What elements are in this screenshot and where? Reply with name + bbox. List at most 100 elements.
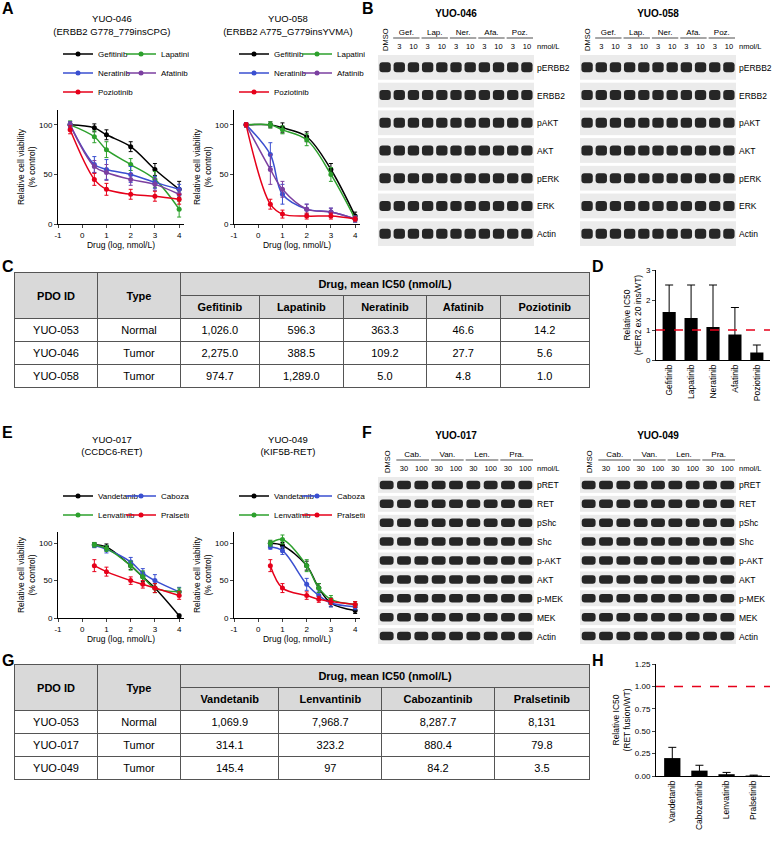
svg-text:0: 0 — [224, 220, 229, 229]
svg-text:100: 100 — [519, 464, 532, 473]
svg-text:MEK: MEK — [739, 613, 758, 623]
svg-text:AKT: AKT — [739, 575, 756, 585]
svg-text:100: 100 — [215, 539, 229, 548]
svg-text:AKT: AKT — [537, 575, 554, 585]
svg-text:ERK: ERK — [739, 201, 757, 211]
svg-text:10: 10 — [409, 42, 417, 51]
svg-text:YUO-049: YUO-049 — [637, 430, 679, 441]
svg-text:4: 4 — [177, 625, 182, 634]
svg-text:Vandetanib: Vandetanib — [667, 780, 677, 823]
svg-text:Relative IC50(RET fusion/WT): Relative IC50(RET fusion/WT) — [611, 688, 632, 751]
svg-text:p-AKT: p-AKT — [739, 556, 763, 566]
svg-text:Lapatinib: Lapatinib — [686, 364, 696, 399]
svg-text:Actin: Actin — [537, 229, 556, 239]
svg-text:YUO-049(KIF5B-RET): YUO-049(KIF5B-RET) — [260, 434, 315, 457]
svg-text:Relative cell viability(% cont: Relative cell viability(% control) — [16, 536, 37, 613]
svg-text:Cabozantinib: Cabozantinib — [694, 780, 704, 830]
svg-text:3: 3 — [153, 625, 158, 634]
svg-text:pERK: pERK — [739, 174, 762, 184]
svg-text:Poz.: Poz. — [512, 28, 528, 37]
svg-text:0: 0 — [646, 356, 651, 365]
svg-text:30: 30 — [400, 464, 408, 473]
svg-text:pRET: pRET — [537, 480, 559, 490]
svg-text:pERBB2: pERBB2 — [537, 63, 570, 73]
svg-text:YUO-046(ERBB2 G778_779insCPG): YUO-046(ERBB2 G778_779insCPG) — [53, 13, 170, 36]
svg-text:50: 50 — [219, 170, 228, 179]
svg-text:30: 30 — [434, 464, 442, 473]
svg-text:AKT: AKT — [739, 146, 756, 156]
svg-text:pERK: pERK — [537, 174, 560, 184]
svg-text:3: 3 — [329, 625, 334, 634]
svg-text:Actin: Actin — [537, 632, 556, 642]
svg-text:4: 4 — [177, 231, 182, 240]
svg-text:0: 0 — [80, 625, 85, 634]
svg-text:3: 3 — [397, 42, 401, 51]
svg-text:10: 10 — [523, 42, 531, 51]
svg-text:10: 10 — [696, 42, 704, 51]
svg-text:-1: -1 — [230, 625, 238, 634]
svg-text:Pra.: Pra. — [509, 450, 524, 459]
svg-text:p-AKT: p-AKT — [537, 556, 561, 566]
svg-text:Ner.: Ner. — [658, 28, 673, 37]
svg-text:10: 10 — [725, 42, 733, 51]
svg-text:0.75: 0.75 — [635, 705, 651, 714]
svg-text:30: 30 — [469, 464, 477, 473]
svg-text:Len.: Len. — [676, 450, 692, 459]
svg-text:0.25: 0.25 — [635, 749, 651, 758]
svg-text:Relative cell viability(% cont: Relative cell viability(% control) — [192, 536, 213, 613]
svg-text:10: 10 — [668, 42, 676, 51]
svg-text:nmol/L: nmol/L — [739, 464, 762, 473]
svg-text:3: 3 — [713, 42, 717, 51]
svg-text:0: 0 — [80, 231, 85, 240]
svg-text:pRET: pRET — [739, 480, 761, 490]
svg-text:Afatinib: Afatinib — [337, 69, 364, 78]
svg-text:10: 10 — [640, 42, 648, 51]
svg-text:Cabozantinib: Cabozantinib — [161, 492, 189, 501]
svg-text:ERBB2: ERBB2 — [537, 91, 565, 101]
svg-text:Afa.: Afa. — [484, 28, 498, 37]
svg-text:nmol/L: nmol/L — [739, 42, 762, 51]
svg-text:3: 3 — [599, 42, 603, 51]
svg-text:YUO-058: YUO-058 — [637, 8, 679, 19]
svg-text:10: 10 — [466, 42, 474, 51]
svg-text:2: 2 — [128, 231, 133, 240]
svg-text:3: 3 — [153, 231, 158, 240]
svg-text:100: 100 — [415, 464, 428, 473]
svg-text:Drug (log, nmol/L): Drug (log, nmol/L) — [87, 240, 155, 250]
svg-text:Cab.: Cab. — [606, 450, 623, 459]
svg-text:3: 3 — [329, 231, 334, 240]
svg-text:1.25: 1.25 — [635, 660, 651, 669]
svg-text:-1: -1 — [54, 231, 62, 240]
svg-text:Lap.: Lap. — [427, 28, 443, 37]
svg-text:Van.: Van. — [641, 450, 657, 459]
svg-text:3: 3 — [511, 42, 515, 51]
svg-text:50: 50 — [219, 576, 228, 585]
svg-text:Pralsetinib: Pralsetinib — [337, 511, 365, 520]
svg-text:Drug (log, nmol/L): Drug (log, nmol/L) — [263, 634, 331, 644]
svg-text:10: 10 — [494, 42, 502, 51]
svg-text:Lapatinib: Lapatinib — [161, 50, 189, 59]
svg-text:Neratinib: Neratinib — [98, 69, 131, 78]
svg-text:DMSO: DMSO — [585, 450, 594, 473]
svg-text:Gefitinib: Gefitinib — [274, 50, 304, 59]
svg-text:1.00: 1.00 — [635, 682, 651, 691]
svg-text:Poziotinib: Poziotinib — [98, 88, 133, 97]
svg-text:1: 1 — [646, 326, 651, 335]
svg-text:Cabozantinib: Cabozantinib — [337, 492, 365, 501]
svg-text:Lap.: Lap. — [629, 28, 645, 37]
svg-text:0: 0 — [256, 625, 261, 634]
svg-text:10: 10 — [611, 42, 619, 51]
svg-text:RET: RET — [739, 499, 756, 509]
svg-text:Neratinib: Neratinib — [274, 69, 307, 78]
svg-text:3: 3 — [684, 42, 688, 51]
svg-text:1: 1 — [280, 231, 285, 240]
svg-text:Neratinib: Neratinib — [708, 364, 718, 398]
svg-text:ERBB2: ERBB2 — [739, 91, 767, 101]
svg-text:DMSO: DMSO — [583, 28, 592, 51]
svg-text:YUO-017(CCDC6-RET): YUO-017(CCDC6-RET) — [81, 434, 142, 457]
svg-text:3: 3 — [482, 42, 486, 51]
svg-text:Poziotinib: Poziotinib — [274, 88, 309, 97]
svg-text:100: 100 — [215, 121, 229, 130]
svg-text:Shc: Shc — [537, 537, 552, 547]
svg-text:2: 2 — [304, 231, 309, 240]
